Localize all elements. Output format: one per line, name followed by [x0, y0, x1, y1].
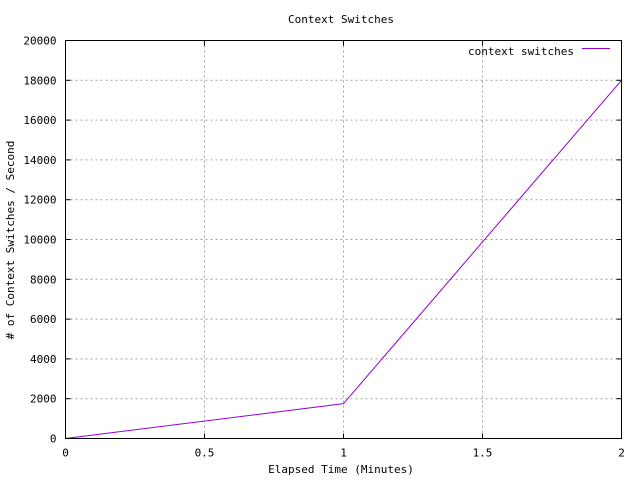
y-tick-label: 20000 [23, 35, 56, 48]
y-tick-label: 0 [50, 433, 57, 446]
series-line-context-switches [65, 79, 622, 439]
y-tick-label: 2000 [30, 393, 57, 406]
x-tick-label: 1.5 [473, 447, 493, 460]
y-tick-label: 12000 [23, 194, 56, 207]
series-layer [65, 79, 622, 439]
y-tick-label: 8000 [30, 273, 57, 286]
y-tick-label: 10000 [23, 234, 56, 247]
legend: context switches [468, 45, 610, 58]
axis-ticks [65, 40, 622, 439]
grid-lines [65, 40, 622, 439]
x-tick-label: 2 [618, 447, 625, 460]
y-tick-label: 18000 [23, 74, 56, 87]
y-axis-label: # of Context Switches / Second [4, 141, 17, 340]
x-tick-label: 0.5 [195, 447, 215, 460]
x-axis-label: Elapsed Time (Minutes) [268, 463, 414, 476]
x-tick-label: 0 [62, 447, 69, 460]
plot-frame [65, 40, 622, 439]
y-tick-label: 4000 [30, 353, 57, 366]
x-tick-label: 1 [340, 447, 347, 460]
y-axis-tick-labels: 0 2000 4000 6000 8000 10000 12000 14000 16000 180… [23, 35, 56, 446]
x-axis-tick-labels: 0 0.5 1 1.5 2 [62, 447, 625, 460]
chart-title: Context Switches [288, 13, 394, 26]
y-tick-label: 14000 [23, 154, 56, 167]
y-tick-label: 6000 [30, 313, 57, 326]
y-tick-label: 16000 [23, 114, 56, 127]
legend-label-context-switches: context switches [468, 45, 574, 58]
